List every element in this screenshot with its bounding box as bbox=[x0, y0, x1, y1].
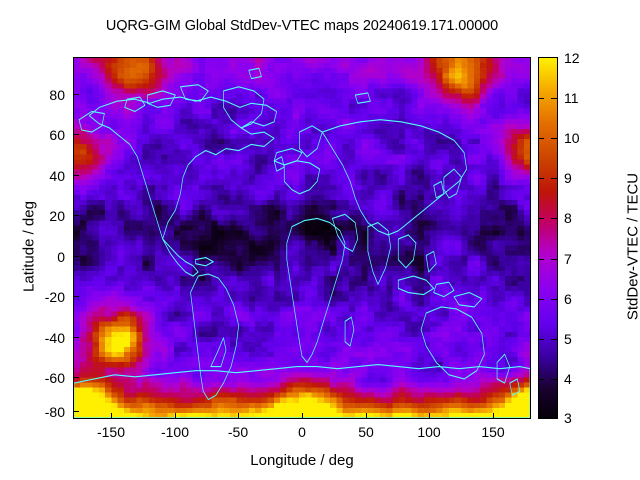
xtick-mark-50 bbox=[366, 413, 368, 419]
cbtick-label-8: 8 bbox=[564, 210, 572, 226]
cbtick-label-12: 12 bbox=[564, 50, 580, 66]
xtick-mark-m50 bbox=[238, 413, 240, 419]
xtick-mark-100 bbox=[429, 413, 431, 419]
ytick-mark-20 bbox=[73, 215, 79, 217]
ytick-mark-40 bbox=[73, 175, 79, 177]
ytick-label-80: 80 bbox=[49, 87, 65, 103]
cbtick-mark-6-l bbox=[538, 299, 544, 301]
cbtick-mark-10-r bbox=[551, 138, 557, 140]
xtick-mark-m150 bbox=[111, 413, 113, 419]
cbtick-mark-5-l bbox=[538, 339, 544, 341]
global-vtec-stddev-map[interactable] bbox=[73, 57, 531, 419]
cbtick-mark-8-r bbox=[551, 218, 557, 220]
ytick-mark-60 bbox=[73, 134, 79, 136]
ytick-label-40: 40 bbox=[49, 168, 65, 184]
cbtick-mark-4-l bbox=[538, 379, 544, 381]
cbtick-label-6: 6 bbox=[564, 291, 572, 307]
heatmap-raster bbox=[74, 58, 530, 418]
cbtick-mark-9-l bbox=[538, 178, 544, 180]
cbtick-mark-10-l bbox=[538, 138, 544, 140]
cbtick-mark-7-l bbox=[538, 259, 544, 261]
cbtick-label-3: 3 bbox=[564, 410, 572, 426]
cbtick-label-10: 10 bbox=[564, 130, 580, 146]
ytick-label-60: 60 bbox=[49, 127, 65, 143]
xtick-label-m150: -150 bbox=[96, 424, 126, 440]
ytick-mark-0 bbox=[73, 256, 79, 258]
cbtick-mark-9-r bbox=[551, 178, 557, 180]
cbtick-mark-8-l bbox=[538, 218, 544, 220]
xtick-label-50: 50 bbox=[358, 424, 374, 440]
cbtick-mark-11-r bbox=[551, 98, 557, 100]
xtick-mark-m100 bbox=[175, 413, 177, 419]
ytick-mark-m40 bbox=[73, 337, 79, 339]
colorbar-label: StdDev-VTEC / TECU bbox=[624, 172, 640, 321]
xtick-mark-0 bbox=[302, 413, 304, 419]
y-axis-label: Latitude / deg bbox=[20, 201, 38, 292]
ytick-label-20: 20 bbox=[49, 208, 65, 224]
xtick-label-0: 0 bbox=[298, 424, 306, 440]
ytick-label-0: 0 bbox=[57, 249, 65, 265]
ytick-label-m40: -40 bbox=[44, 330, 65, 346]
ytick-label-m60: -60 bbox=[44, 370, 65, 386]
cbtick-mark-11-l bbox=[538, 98, 544, 100]
ytick-mark-80 bbox=[73, 94, 79, 96]
cbtick-label-7: 7 bbox=[564, 251, 572, 267]
xtick-label-100: 100 bbox=[417, 424, 441, 440]
ytick-mark-m60 bbox=[73, 377, 79, 379]
coastline-overlay bbox=[74, 67, 530, 418]
ytick-mark-m80 bbox=[73, 411, 79, 413]
page-title: UQRG-GIM Global StdDev-VTEC maps 2024061… bbox=[105, 18, 499, 34]
cbtick-mark-5-r bbox=[551, 339, 557, 341]
cbtick-label-5: 5 bbox=[564, 331, 572, 347]
vtec-stddev-colorbar[interactable] bbox=[538, 57, 558, 419]
x-axis-label: Longitude / deg bbox=[250, 452, 354, 469]
xtick-label-m50: -50 bbox=[227, 424, 249, 440]
colorbar-gradient bbox=[539, 58, 557, 418]
xtick-label-m100: -100 bbox=[160, 424, 190, 440]
ytick-label-m20: -20 bbox=[44, 289, 65, 305]
cbtick-label-9: 9 bbox=[564, 170, 572, 186]
cbtick-mark-6-r bbox=[551, 299, 557, 301]
cbtick-mark-4-r bbox=[551, 379, 557, 381]
xtick-mark-150 bbox=[493, 413, 495, 419]
ytick-mark-m20 bbox=[73, 296, 79, 298]
cbtick-label-11: 11 bbox=[564, 90, 579, 106]
ytick-label-m80: -80 bbox=[44, 404, 65, 420]
xtick-label-150: 150 bbox=[481, 424, 505, 440]
cbtick-mark-7-r bbox=[551, 259, 557, 261]
cbtick-label-4: 4 bbox=[564, 371, 572, 387]
